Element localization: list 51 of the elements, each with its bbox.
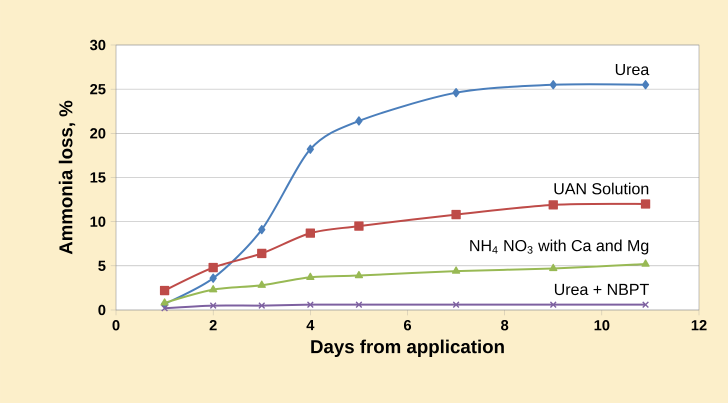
point [306, 228, 316, 238]
point [209, 285, 218, 292]
point [160, 286, 170, 296]
point [210, 302, 217, 310]
point [642, 80, 650, 90]
x-tick-label: 6 [404, 320, 412, 330]
y-tick-label: 15 [90, 172, 106, 183]
point [452, 301, 460, 308]
series-label: Urea [616, 64, 650, 76]
point [354, 221, 364, 231]
y-tick-label: 0 [98, 304, 106, 316]
x-tick-label: 12 [692, 320, 707, 330]
y-tick-label: 30 [90, 40, 106, 50]
point [451, 210, 461, 220]
point [161, 304, 168, 312]
point [258, 224, 266, 234]
point [258, 280, 266, 288]
point [548, 200, 558, 210]
point [257, 248, 266, 258]
point [306, 272, 314, 280]
point [355, 116, 363, 126]
point [258, 302, 266, 310]
y-tick-label: 10 [90, 216, 106, 227]
point [354, 270, 364, 278]
y-tick-label: 25 [90, 84, 106, 94]
point [549, 264, 558, 272]
point [550, 80, 557, 90]
point [306, 301, 314, 308]
point [452, 266, 460, 274]
point [640, 199, 650, 209]
point [452, 88, 460, 98]
point [641, 259, 650, 267]
series-label: UAN Solution [554, 182, 648, 194]
x-tick-label: 2 [210, 320, 217, 330]
series-label: Urea + NBPT [554, 284, 649, 296]
y-axis-title: Ammonia loss, % [58, 100, 76, 254]
point [550, 301, 557, 308]
point [355, 301, 362, 308]
point [306, 144, 314, 154]
x-tick-label: 4 [306, 320, 314, 330]
y-tick-label: 5 [98, 260, 106, 271]
y-tick-label: 20 [90, 128, 106, 139]
x-tick-label: 8 [501, 320, 508, 330]
x-tick-label: 0 [112, 320, 120, 330]
point [642, 301, 650, 308]
x-axis-title: Days from application [311, 340, 504, 357]
series-label: NH$_{4}$ NO$_{3}$ with Ca and Mg [470, 240, 648, 254]
point [210, 274, 217, 283]
point [160, 298, 169, 306]
x-tick-label: 10 [594, 320, 610, 330]
point [208, 262, 218, 272]
